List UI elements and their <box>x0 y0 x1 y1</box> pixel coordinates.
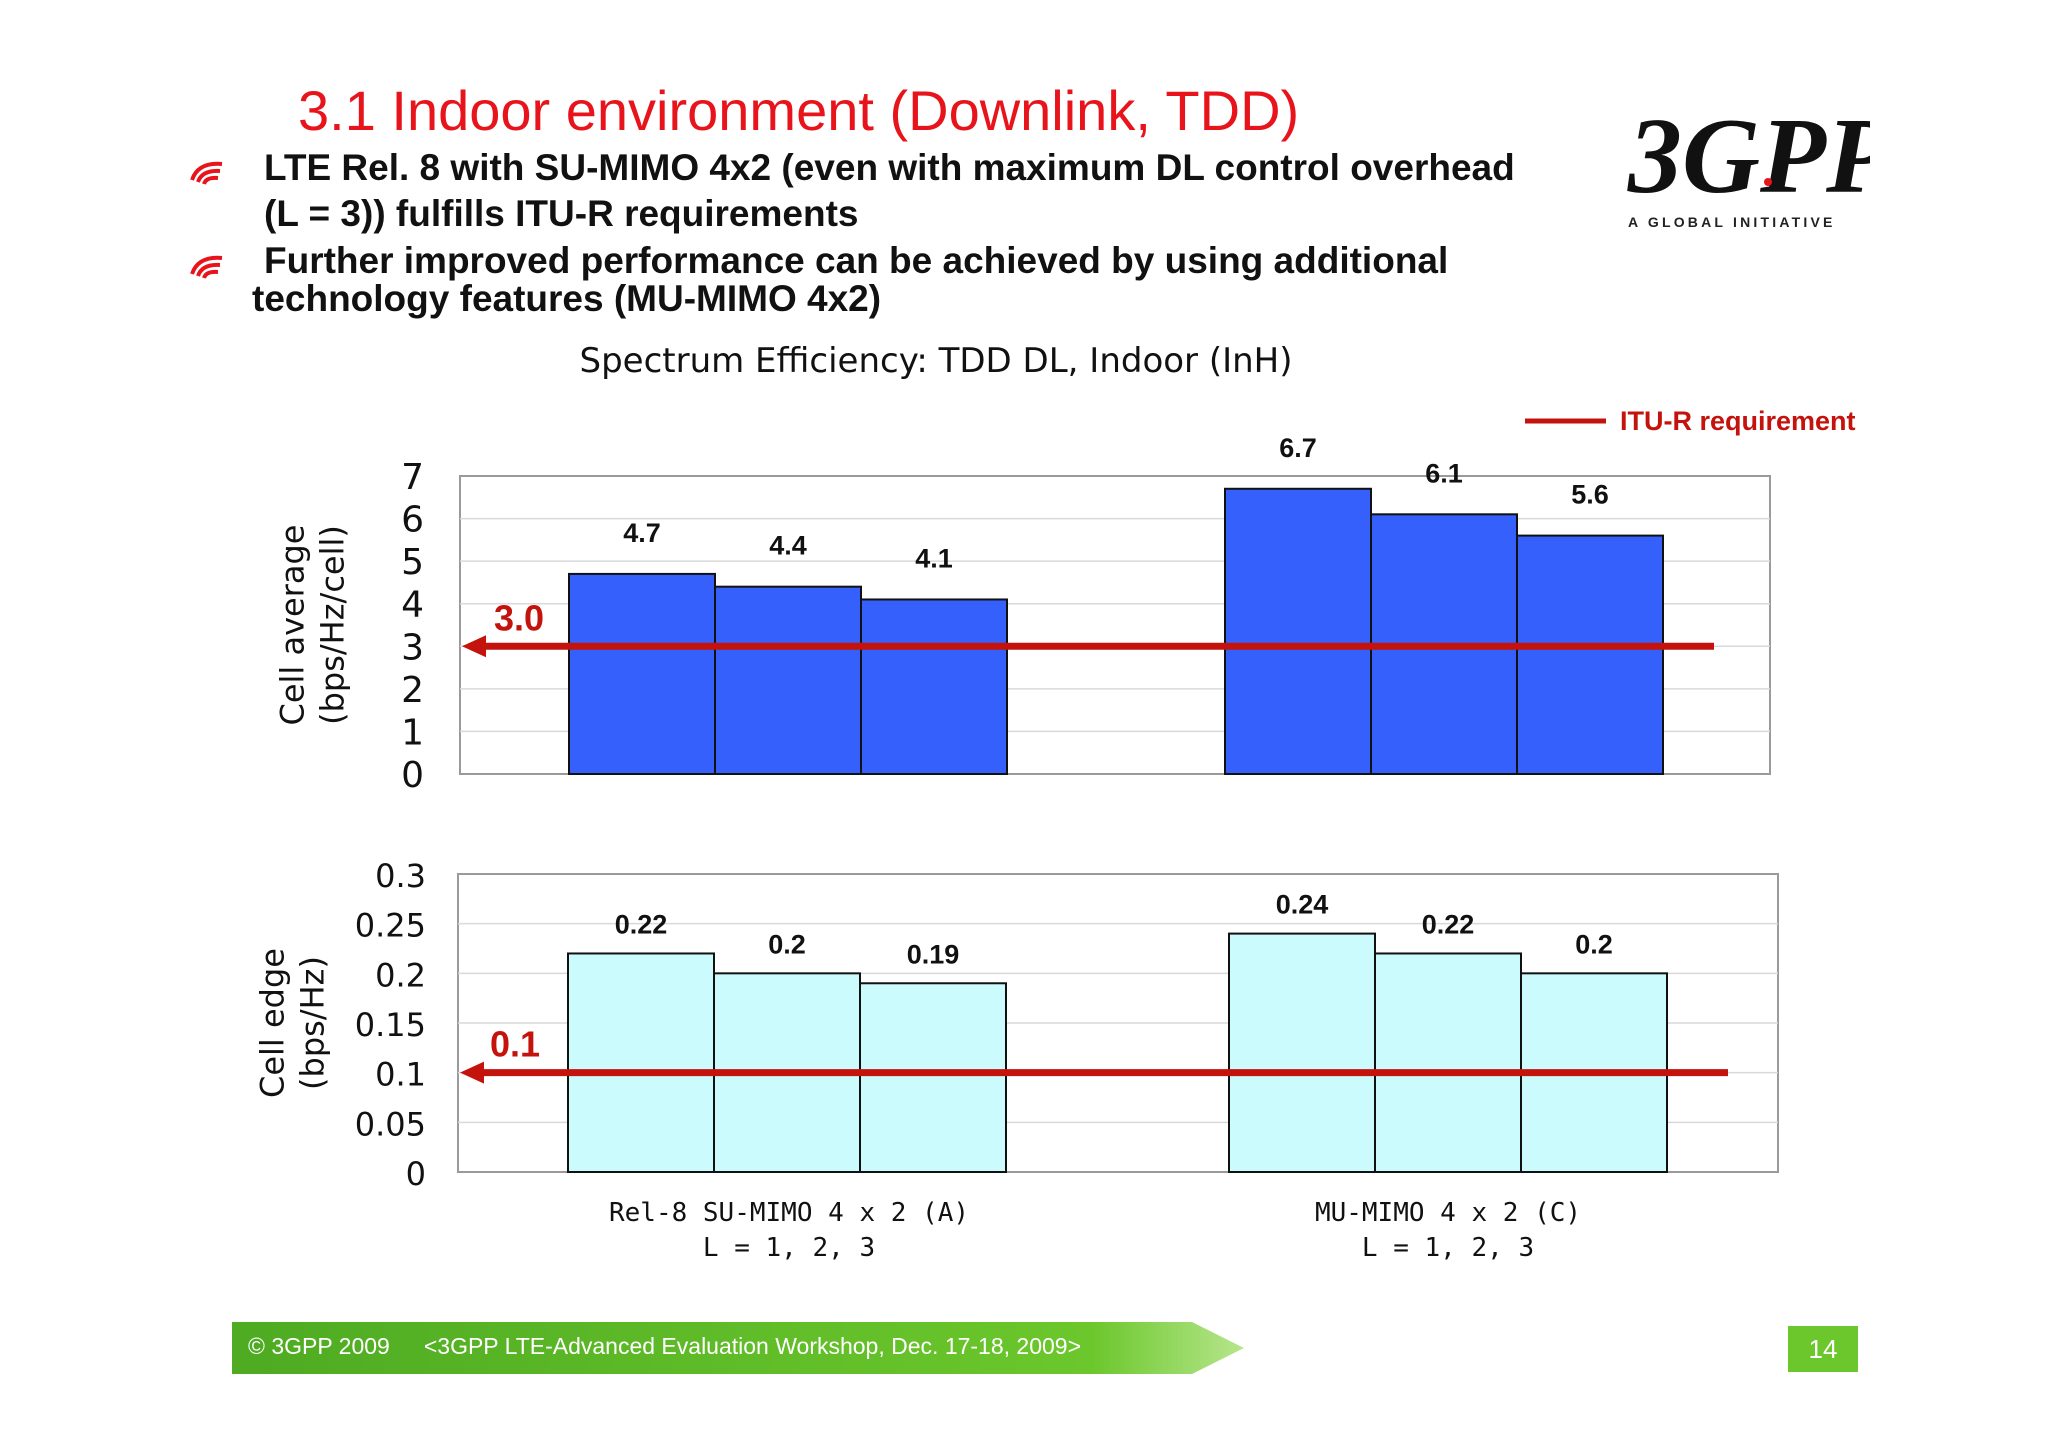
bar-value-label: 4.1 <box>915 543 953 573</box>
requirement-value-label: 0.1 <box>490 1024 540 1065</box>
y-tick-label: 6 <box>401 500 424 541</box>
y-tick-label: 0.05 <box>355 1105 426 1143</box>
y-tick-label: 5 <box>401 542 424 583</box>
y-tick-label: 4 <box>401 585 424 626</box>
bullet-1-line-2: (L = 3)) fulfills ITU-R requirements <box>264 193 859 234</box>
footer-event: <3GPP LTE-Advanced Evaluation Workshop, … <box>423 1333 1082 1359</box>
y-axis-title: Cell average(bps/Hz/cell) <box>274 525 352 726</box>
logo-tagline: A GLOBAL INITIATIVE <box>1628 214 1836 230</box>
y-tick-label: 0.3 <box>375 857 426 895</box>
y-axis-title: Cell edge(bps/Hz) <box>254 948 332 1098</box>
bar-value-label: 4.7 <box>623 518 661 548</box>
bullet-signal-icon <box>190 161 223 185</box>
legend-requirement-label: ITU-R requirement <box>1620 406 1856 436</box>
y-tick-label: 2 <box>401 670 424 711</box>
bar <box>860 598 1008 776</box>
bullet-2-line-1: Further improved performance can be achi… <box>264 240 1449 281</box>
bar-value-label: 6.1 <box>1425 458 1463 488</box>
bar-value-label: 0.22 <box>615 909 668 939</box>
requirement-arrowhead <box>460 1061 484 1084</box>
requirement-arrowhead <box>462 635 486 658</box>
bar <box>1224 487 1372 775</box>
category-label-line-2: L = 1, 2, 3 <box>703 1233 875 1263</box>
bullet-2-line-2: technology features (MU-MIMO 4x2) <box>252 278 882 319</box>
bar <box>859 982 1007 1173</box>
bar <box>1228 932 1376 1173</box>
y-tick-label: 7 <box>401 457 424 498</box>
3gpp-logo-mark: 3GPP <box>1627 97 1870 216</box>
bar <box>1374 952 1522 1174</box>
3gpp-logo: 3GPP <box>1627 97 1870 216</box>
cell-edge-chart: 0 0.05 0.1 0.15 0.2 0.25 0.3 0.22 0.2 0.19 0.24 0.2… <box>254 857 1779 1193</box>
y-tick-label: 0.1 <box>375 1056 426 1094</box>
y-tick-label: 0.2 <box>375 956 426 994</box>
page-number: 14 <box>1788 1326 1858 1372</box>
bar-value-label: 4.4 <box>769 531 807 561</box>
category-label-line-2: L = 1, 2, 3 <box>1362 1233 1534 1263</box>
requirement-value-label: 3.0 <box>494 597 544 638</box>
y-tick-label: 1 <box>401 712 424 753</box>
bar-value-label: 0.2 <box>768 929 806 959</box>
y-axis-title-line-1: Cell average <box>274 525 312 726</box>
bar-value-label: 0.19 <box>907 939 960 969</box>
bar-value-label: 0.2 <box>1575 929 1613 959</box>
bar-value-label: 0.24 <box>1276 890 1329 920</box>
y-tick-label: 0 <box>406 1155 426 1193</box>
category-label-line-1: Rel-8 SU-MIMO 4 x 2 (A) <box>609 1198 969 1228</box>
footer-text: © 3GPP 2009 <3GPP LTE-Advanced Evaluation… <box>248 1333 1081 1360</box>
bar-value-label: 6.7 <box>1279 433 1317 463</box>
y-tick-label: 0 <box>401 755 424 796</box>
y-axis-title-line-1: Cell edge <box>254 948 292 1098</box>
slide-title: 3.1 Indoor environment (Downlink, TDD) <box>298 79 1300 142</box>
footer-copyright: © 3GPP 2009 <box>248 1333 390 1359</box>
y-tick-label: 0.15 <box>355 1006 426 1044</box>
bar <box>567 952 715 1174</box>
footer-bar <box>232 1322 1244 1374</box>
y-tick-label: 3 <box>401 627 424 668</box>
y-axis-title-line-2: (bps/Hz/cell) <box>314 525 352 725</box>
bar <box>714 585 862 776</box>
bullet-1-line-1: LTE Rel. 8 with SU-MIMO 4x2 (even with m… <box>264 147 1515 188</box>
bar <box>568 572 716 776</box>
bar-value-label: 5.6 <box>1571 480 1609 510</box>
category-labels: Rel-8 SU-MIMO 4 x 2 (A) L = 1, 2, 3 MU-MIM… <box>609 1198 1581 1263</box>
bar <box>1516 534 1664 775</box>
y-axis-title-line-2: (bps/Hz) <box>294 956 332 1090</box>
chart-title: Spectrum Efficiency: TDD DL, Indoor (InH… <box>579 341 1292 381</box>
y-tick-label: 0.25 <box>355 907 426 945</box>
category-label-line-1: MU-MIMO 4 x 2 (C) <box>1315 1198 1581 1228</box>
bar-value-label: 0.22 <box>1422 909 1475 939</box>
bullet-signal-icon <box>190 255 223 279</box>
